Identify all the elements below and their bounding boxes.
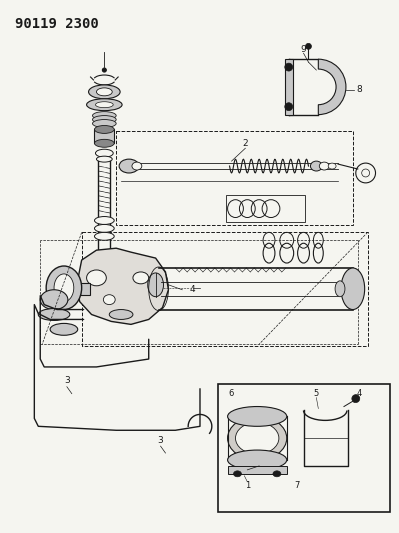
Ellipse shape	[285, 63, 293, 71]
Ellipse shape	[50, 324, 78, 335]
Ellipse shape	[46, 266, 82, 310]
Ellipse shape	[40, 290, 68, 310]
Ellipse shape	[148, 273, 164, 297]
Wedge shape	[318, 59, 346, 115]
Ellipse shape	[54, 274, 74, 302]
Ellipse shape	[341, 268, 365, 310]
Text: 3: 3	[64, 376, 70, 385]
Ellipse shape	[310, 161, 322, 171]
Ellipse shape	[273, 471, 281, 477]
Ellipse shape	[97, 88, 112, 96]
Ellipse shape	[95, 224, 114, 232]
Text: 9: 9	[301, 45, 306, 54]
Bar	[285, 59, 293, 115]
Ellipse shape	[227, 450, 287, 470]
Text: 8: 8	[357, 85, 363, 94]
Ellipse shape	[285, 103, 293, 111]
Text: 1: 1	[245, 481, 250, 490]
Ellipse shape	[95, 232, 114, 240]
Text: 2: 2	[243, 139, 248, 148]
Text: 3: 3	[158, 435, 164, 445]
Ellipse shape	[93, 111, 116, 119]
Ellipse shape	[89, 85, 120, 99]
Ellipse shape	[95, 149, 113, 157]
Ellipse shape	[227, 416, 287, 460]
Ellipse shape	[103, 68, 106, 72]
Ellipse shape	[233, 471, 241, 477]
Ellipse shape	[87, 99, 122, 111]
Ellipse shape	[227, 407, 287, 426]
Bar	[80, 283, 89, 295]
Bar	[225, 195, 304, 222]
Ellipse shape	[109, 310, 133, 319]
Ellipse shape	[95, 125, 114, 133]
Ellipse shape	[328, 163, 336, 169]
Ellipse shape	[93, 119, 116, 127]
Text: 4: 4	[357, 389, 362, 398]
Ellipse shape	[97, 156, 112, 162]
Text: 90119 2300: 90119 2300	[15, 17, 99, 30]
Ellipse shape	[87, 270, 106, 286]
Ellipse shape	[362, 169, 369, 177]
Ellipse shape	[319, 162, 329, 170]
Ellipse shape	[235, 422, 279, 454]
Ellipse shape	[103, 295, 115, 304]
Bar	[227, 466, 287, 474]
Ellipse shape	[352, 394, 360, 402]
Bar	[116, 132, 353, 225]
Ellipse shape	[93, 116, 116, 124]
Polygon shape	[77, 248, 168, 325]
Ellipse shape	[119, 159, 139, 173]
Bar	[82, 232, 367, 346]
Ellipse shape	[38, 309, 70, 320]
Text: 6: 6	[229, 389, 234, 398]
Bar	[95, 130, 114, 143]
Ellipse shape	[132, 162, 142, 170]
Text: 7: 7	[294, 481, 299, 490]
Ellipse shape	[95, 102, 113, 108]
Ellipse shape	[95, 139, 114, 147]
Ellipse shape	[95, 216, 114, 224]
Ellipse shape	[306, 43, 312, 49]
Ellipse shape	[133, 272, 149, 284]
Text: 5: 5	[314, 389, 319, 398]
Bar	[218, 384, 390, 512]
Ellipse shape	[335, 281, 345, 297]
Text: 4: 4	[189, 285, 195, 294]
